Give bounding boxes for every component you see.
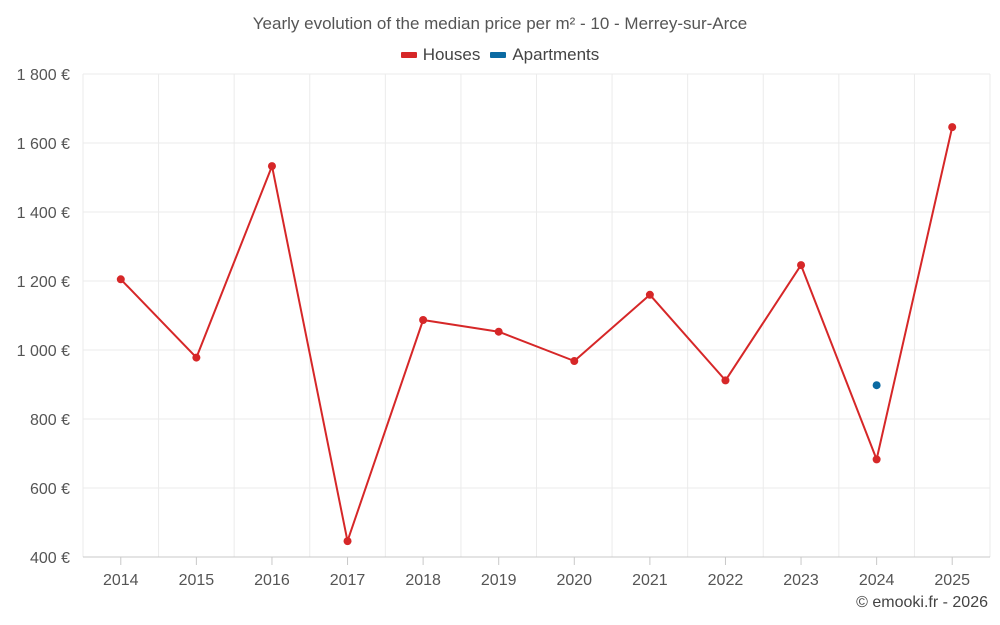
data-point-houses[interactable] (116, 275, 125, 284)
y-tick-label: 1 200 € (17, 274, 70, 291)
data-point-houses[interactable] (343, 537, 352, 546)
x-tick-label: 2021 (632, 572, 668, 589)
data-point-houses[interactable] (419, 315, 428, 324)
data-point-houses[interactable] (267, 162, 276, 171)
x-tick-label: 2015 (179, 572, 215, 589)
x-tick-label: 2014 (103, 572, 139, 589)
x-tick-label: 2017 (330, 572, 366, 589)
data-point-apartments[interactable] (872, 381, 881, 390)
credit-text: © emooki.fr - 2026 (856, 594, 988, 611)
x-tick-label: 2018 (405, 572, 441, 589)
legend-item-apartments[interactable]: Apartments (490, 45, 599, 65)
x-tick-label: 2025 (934, 572, 970, 589)
y-tick-label: 1 400 € (17, 205, 70, 222)
x-tick-label: 2022 (708, 572, 744, 589)
legend-label-apartments: Apartments (512, 45, 600, 64)
data-point-houses[interactable] (494, 327, 503, 336)
y-tick-label: 1 800 € (17, 67, 70, 84)
legend-item-houses[interactable]: Houses (400, 45, 481, 65)
data-point-houses[interactable] (192, 353, 201, 362)
y-tick-label: 400 € (30, 550, 70, 567)
x-tick-label: 2020 (556, 572, 592, 589)
legend: Houses Apartments (0, 45, 1000, 65)
series-line-houses (120, 126, 954, 543)
y-tick-label: 1 000 € (17, 343, 70, 360)
x-tick-label: 2023 (783, 572, 819, 589)
legend-swatch-houses (400, 52, 417, 58)
legend-swatch-apartments (490, 52, 507, 58)
data-point-houses[interactable] (948, 123, 957, 132)
x-tick-label: 2016 (254, 572, 290, 589)
data-point-houses[interactable] (645, 290, 654, 299)
y-tick-label: 800 € (30, 412, 70, 429)
chart-title: Yearly evolution of the median price per… (252, 14, 748, 33)
legend-label-houses: Houses (422, 45, 481, 64)
y-tick-label: 600 € (30, 481, 70, 498)
data-point-houses[interactable] (797, 261, 806, 270)
y-tick-label: 1 600 € (17, 136, 70, 153)
data-point-houses[interactable] (570, 357, 579, 366)
x-tick-label: 2019 (481, 572, 517, 589)
data-point-houses[interactable] (872, 455, 881, 464)
data-point-houses[interactable] (721, 376, 730, 385)
x-tick-label: 2024 (859, 572, 895, 589)
